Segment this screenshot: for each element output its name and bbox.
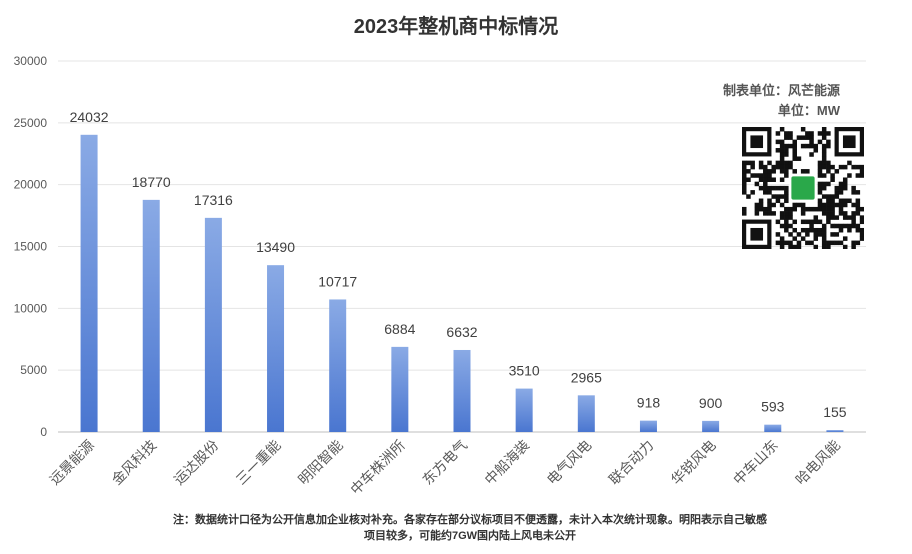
y-tick-label: 25000 <box>14 116 48 130</box>
y-axis-ticks: 30000 25000 20000 15000 10000 5000 0 <box>14 54 48 439</box>
value-label: 24032 <box>70 109 109 125</box>
qr-finder-pattern <box>834 127 864 157</box>
category-label: 中车山东 <box>730 437 781 488</box>
y-tick-label: 0 <box>40 425 47 439</box>
gridlines <box>58 60 866 433</box>
category-label: 哈电风能 <box>792 437 843 488</box>
value-label: 6884 <box>384 321 415 337</box>
bar-联合动力 <box>639 420 657 432</box>
y-tick-label: 10000 <box>14 301 48 315</box>
qr-finder-pattern <box>742 127 772 157</box>
bar-远景能源 <box>80 134 98 432</box>
bar-电气风电 <box>577 395 595 432</box>
value-label: 6632 <box>446 324 477 340</box>
y-tick-label: 30000 <box>14 54 48 68</box>
category-label: 远景能源 <box>46 437 97 488</box>
qr-modules <box>742 127 865 250</box>
value-label: 918 <box>637 395 661 411</box>
category-label: 明阳智能 <box>295 437 346 488</box>
category-labels: 远景能源 金风科技 运达股份 三一重能 明阳智能 中车株洲所 东方电气 中船海装 电气风电 联合动… <box>46 437 843 498</box>
category-label: 金风科技 <box>108 437 159 488</box>
bar-华锐风电 <box>702 420 720 432</box>
qr-center-logo <box>789 174 817 202</box>
unit-annotation: 单位：MW <box>777 103 840 118</box>
value-label: 155 <box>823 404 847 420</box>
bar-三一重能 <box>267 265 285 432</box>
bar-金风科技 <box>142 199 160 432</box>
bar-运达股份 <box>204 217 222 432</box>
category-label: 华锐风电 <box>668 437 719 488</box>
footnote: 注：数据统计口径为公开信息加企业核对补充。各家存在部分议标项目不便透露，未计入本… <box>0 512 912 544</box>
bar-东方电气 <box>453 349 471 432</box>
bars <box>80 134 844 432</box>
value-label: 900 <box>699 395 723 411</box>
qr-code-image <box>742 127 865 250</box>
bar-明阳智能 <box>329 299 347 432</box>
value-label: 17316 <box>194 192 233 208</box>
footnote-line-1: 注：数据统计口径为公开信息加企业核对补充。各家存在部分议标项目不便透露，未计入本… <box>173 514 767 526</box>
category-label: 联合动力 <box>606 437 657 488</box>
bar-中车株洲所 <box>391 346 409 432</box>
category-label: 运达股份 <box>171 437 222 488</box>
value-label: 593 <box>761 399 785 415</box>
y-tick-label: 5000 <box>20 363 47 377</box>
value-label: 2965 <box>571 369 602 385</box>
category-label: 三一重能 <box>233 437 284 488</box>
category-label: 电气风电 <box>544 437 595 488</box>
value-label: 10717 <box>318 273 357 289</box>
category-label: 中车株洲所 <box>347 437 408 498</box>
value-label: 3510 <box>509 363 540 379</box>
footnote-line-2: 项目较多，可能约7GW国内陆上风电未公开 <box>363 530 577 542</box>
y-tick-label: 20000 <box>14 178 48 192</box>
value-label: 18770 <box>132 174 171 190</box>
qr-finder-pattern <box>742 219 772 249</box>
value-label: 13490 <box>256 239 295 255</box>
category-label: 东方电气 <box>419 437 470 488</box>
bar-哈电风能 <box>826 430 844 432</box>
category-label: 中船海装 <box>481 437 532 488</box>
chart-title: 2023年整机商中标情况 <box>353 16 559 38</box>
bar-中船海装 <box>515 388 533 432</box>
bar-中车山东 <box>764 424 782 432</box>
y-tick-label: 15000 <box>14 240 48 254</box>
value-labels: 24032 18770 17316 13490 10717 6884 6632 3510 296… <box>70 109 847 420</box>
maker-annotation: 制表单位：风芒能源 <box>722 83 840 98</box>
